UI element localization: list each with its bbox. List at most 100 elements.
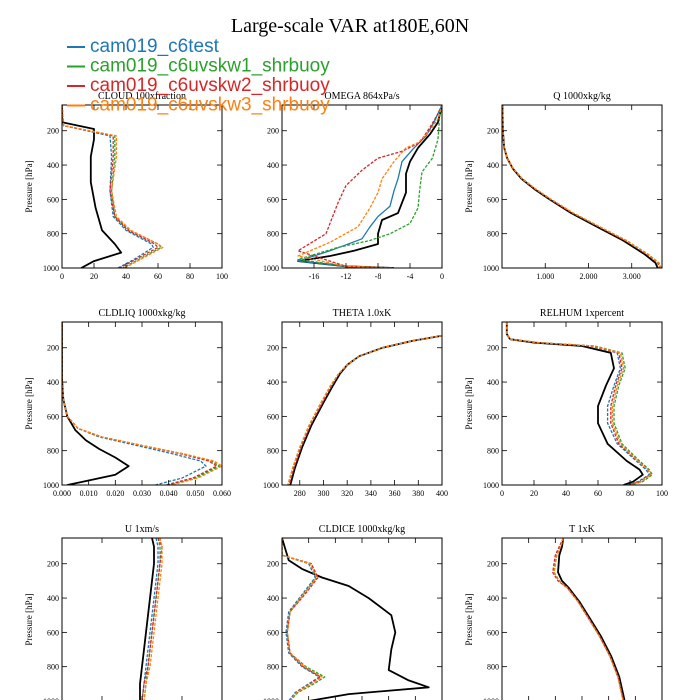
series-line-1 [505, 322, 644, 485]
series-group [505, 322, 654, 485]
series-line-5 [502, 105, 662, 268]
y-tick-label: 200 [487, 560, 499, 569]
y-axis-label: Pressure [hPa] [24, 160, 34, 212]
x-tick-label: 0.030 [133, 489, 151, 498]
y-tick-label: 400 [47, 161, 59, 170]
y-tick-label: 600 [47, 195, 59, 204]
x-tick-label: 40 [122, 272, 130, 281]
x-tick-label: 380 [412, 489, 424, 498]
y-tick-label: 400 [267, 594, 279, 603]
x-tick-label: 20 [530, 489, 538, 498]
panel-frame [61, 537, 223, 700]
x-tick-label: 0.000 [53, 489, 71, 498]
series-line-4 [552, 538, 624, 700]
panel-title: OMEGA 864xPa/s [324, 91, 399, 102]
x-tick-label: 80 [626, 489, 634, 498]
y-tick-label: 400 [487, 378, 499, 387]
y-tick-label: 200 [267, 560, 279, 569]
y-tick-label: 200 [47, 560, 59, 569]
x-tick-label: -8 [375, 272, 382, 281]
y-tick-label: 600 [47, 412, 59, 421]
y-tick-label: 600 [47, 628, 59, 637]
panel-title: CLDLIQ 1000xkg/kg [99, 308, 186, 319]
panel-8: 20040060080010000.0000.0020.0040.0060.00… [263, 524, 443, 700]
x-tick-label: 40 [562, 489, 570, 498]
x-tick-label: 2.000 [579, 272, 597, 281]
series-group [62, 105, 164, 268]
y-tick-label: 800 [267, 230, 279, 239]
x-tick-label: 300 [317, 489, 329, 498]
series-line-3 [287, 335, 442, 485]
series-line-2 [288, 335, 442, 485]
y-tick-label: 400 [487, 161, 499, 170]
series-line-5 [287, 335, 442, 485]
y-tick-label: 800 [487, 663, 499, 672]
y-tick-label: 800 [487, 230, 499, 239]
legend: cam019_c6testcam019_c6uvskw1_shrbuoycam0… [67, 36, 330, 116]
panel-frame [61, 104, 223, 269]
series-line-3 [62, 105, 162, 268]
y-tick-label: 600 [487, 412, 499, 421]
legend-item-2: cam019_c6uvskw1_shrbuoy [67, 56, 330, 77]
x-tick-label: 400 [436, 489, 448, 498]
y-tick-label: 600 [487, 628, 499, 637]
y-tick-label: 600 [267, 628, 279, 637]
series-line-5 [143, 538, 163, 700]
series-line-1 [289, 334, 442, 485]
y-tick-label: 800 [47, 230, 59, 239]
y-axis-label: Pressure [hPa] [464, 160, 474, 212]
y-tick-label: 1000 [263, 481, 279, 490]
y-tick-label: 600 [487, 195, 499, 204]
figure-title: Large-scale VAR at180E,60N [231, 15, 469, 37]
series-line-4 [141, 538, 163, 700]
y-tick-label: 1000 [263, 264, 279, 273]
y-tick-label: 400 [487, 594, 499, 603]
panel-title: CLDICE 1000xkg/kg [319, 524, 405, 535]
series-line-3 [62, 322, 220, 485]
series-line-4 [282, 538, 322, 700]
series-line-4 [502, 105, 661, 268]
legend-item-3: cam019_c6uvskw2_shrbuoy [67, 75, 330, 96]
panel-frame [501, 104, 663, 269]
series-group [139, 538, 163, 700]
panel-title: CLOUD 100xfraction [98, 91, 186, 102]
y-tick-label: 800 [47, 447, 59, 456]
x-tick-label: 60 [594, 489, 602, 498]
x-tick-label: 100 [656, 489, 668, 498]
y-tick-label: 800 [267, 447, 279, 456]
series-line-2 [62, 105, 154, 268]
series-line-4 [288, 335, 442, 485]
y-tick-label: 600 [267, 195, 279, 204]
y-tick-label: 200 [47, 127, 59, 136]
series-line-4 [297, 105, 442, 268]
series-group [552, 538, 626, 700]
x-tick-label: -4 [407, 272, 414, 281]
series-line-5 [282, 538, 323, 700]
y-tick-label: 1000 [43, 481, 59, 490]
y-tick-label: 200 [47, 344, 59, 353]
series-line-1 [62, 322, 130, 485]
series-line-2 [62, 322, 207, 485]
panel-title: U 1xm/s [125, 524, 159, 535]
x-tick-label: 0.040 [160, 489, 178, 498]
y-tick-label: 200 [487, 344, 499, 353]
y-tick-label: 400 [267, 161, 279, 170]
x-tick-label: 340 [365, 489, 377, 498]
series-line-1 [297, 105, 442, 268]
panel-title: RELHUM 1xpercent [540, 308, 624, 319]
series-group [62, 322, 222, 485]
y-tick-label: 1000 [263, 697, 279, 700]
y-axis-label: Pressure [hPa] [464, 377, 474, 429]
x-tick-label: 1.000 [536, 272, 554, 281]
series-line-4 [62, 105, 159, 268]
series-line-2 [282, 538, 320, 700]
y-tick-label: 400 [267, 378, 279, 387]
legend-item-1: cam019_c6test [67, 36, 220, 57]
legend-label: cam019_c6uvskw2_shrbuoy [90, 75, 330, 96]
series-group [502, 105, 662, 268]
